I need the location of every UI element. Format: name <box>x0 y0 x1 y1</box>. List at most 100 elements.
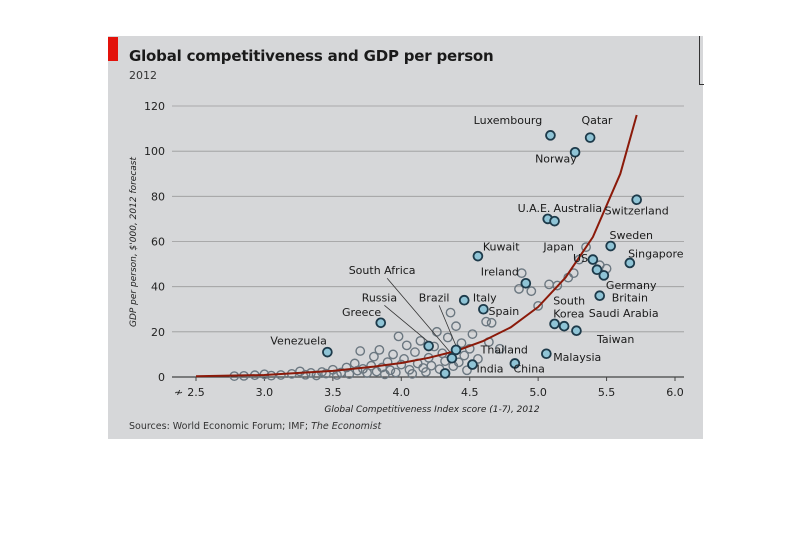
data-point <box>445 307 456 318</box>
country-label: Ireland <box>481 265 519 278</box>
data-point <box>374 344 385 355</box>
labeled-data-point <box>478 303 489 315</box>
data-point <box>352 365 363 376</box>
data-point <box>426 360 437 371</box>
label-leader-lines <box>384 277 457 355</box>
x-tick-label: 3.0 <box>256 386 274 399</box>
labeled-data-point <box>571 325 582 337</box>
y-tick-label: 60 <box>151 236 165 249</box>
labeled-data-point <box>450 344 462 356</box>
country-label: Kuwait <box>483 241 520 254</box>
data-point <box>462 365 472 376</box>
country-label: Greece <box>342 306 381 319</box>
country-label: Luxembourg <box>474 114 543 127</box>
data-point <box>369 351 379 362</box>
y-tick-label: 40 <box>151 281 165 294</box>
labeled-data-point <box>605 240 616 252</box>
leader-line <box>384 305 429 343</box>
country-label: Italy <box>473 291 497 304</box>
labeled-data-point <box>587 254 599 265</box>
country-label: Malaysia <box>553 351 601 364</box>
source-publication: The Economist <box>311 421 382 432</box>
corner-crop-mark <box>699 36 700 84</box>
labeled-data-point <box>549 215 560 227</box>
country-label: Norway <box>535 152 577 165</box>
data-point <box>516 268 527 279</box>
country-label: U.A.E. <box>518 202 551 215</box>
data-point <box>473 354 483 364</box>
x-tick-label: 2.5 <box>187 386 205 399</box>
y-tick-label: 80 <box>151 190 165 203</box>
country-label: US <box>573 252 588 265</box>
leader-line <box>386 277 453 355</box>
labeled-data-point <box>624 257 636 269</box>
x-axis-label: Global Competitiveness Index score (1-7)… <box>324 405 539 415</box>
labeled-data-point <box>467 359 478 370</box>
country-label: Qatar <box>581 114 612 127</box>
labeled-data-point <box>322 346 333 358</box>
country-label: Saudi Arabia <box>589 307 659 320</box>
x-tick-label: 4.0 <box>393 386 411 399</box>
country-label: Japan <box>542 241 574 254</box>
x-tick-label: 5.5 <box>598 386 616 399</box>
country-label: South Africa <box>349 264 416 277</box>
data-point <box>533 300 544 311</box>
data-point <box>451 321 461 332</box>
country-label: Australia <box>553 202 602 215</box>
data-point <box>407 368 418 379</box>
data-point <box>459 350 470 361</box>
labeled-data-point <box>541 348 552 360</box>
data-point <box>552 280 563 291</box>
labeled-data-point <box>631 194 642 206</box>
data-point <box>442 332 453 343</box>
labeled-data-point <box>472 250 484 262</box>
data-point <box>396 359 407 370</box>
y-tick-labels: 0 20 40 60 80 100 120 <box>144 100 165 384</box>
data-point <box>415 335 426 346</box>
country-label: Switzerland <box>605 204 669 217</box>
grid-lines <box>172 105 684 378</box>
data-point <box>526 286 537 297</box>
data-point <box>410 347 420 358</box>
y-axis-label: GDP per person, $'000, 2012 forecast <box>129 157 139 328</box>
x-tick-label: 4.5 <box>461 386 479 399</box>
labeled-data-point <box>569 146 581 158</box>
labeled-data-point <box>591 264 603 276</box>
country-label: Russia <box>362 291 397 304</box>
labeled-data-point <box>446 352 458 364</box>
data-point <box>574 254 585 265</box>
data-point <box>581 242 591 253</box>
data-point <box>393 331 404 342</box>
data-point <box>390 367 401 378</box>
x-tick-labels: 2.5 3.0 3.5 4.0 4.5 5.0 5.5 6.0 <box>187 377 684 399</box>
country-label: Korea <box>553 308 584 321</box>
data-point <box>401 340 412 351</box>
labeled-data-point <box>558 320 570 332</box>
y-tick-label: 0 <box>158 371 165 384</box>
country-label: Britain <box>612 291 648 304</box>
country-label: India <box>477 362 504 375</box>
data-point <box>464 343 475 354</box>
data-point <box>486 317 497 328</box>
y-tick-label: 100 <box>144 145 165 158</box>
data-point <box>341 362 352 373</box>
country-label: South <box>553 295 585 308</box>
trend-curve <box>195 114 638 378</box>
data-point <box>388 349 398 360</box>
data-point <box>456 338 467 349</box>
x-tick-label: 5.0 <box>529 386 547 399</box>
data-point <box>481 316 492 327</box>
country-label: Singapore <box>628 247 684 260</box>
axis-break-symbol: ≁ <box>174 386 183 399</box>
corner-crop-mark-tick <box>699 84 704 85</box>
labeled-data-point <box>549 318 560 330</box>
x-tick-label: 3.5 <box>324 386 342 399</box>
y-tick-label: 20 <box>151 326 165 339</box>
labeled-data-point <box>598 270 610 281</box>
country-label: Sweden <box>609 229 652 242</box>
data-point <box>362 368 372 378</box>
country-label: Taiwan <box>596 333 634 346</box>
labeled-data-point <box>423 340 434 352</box>
labeled-data-point <box>545 130 556 141</box>
labeled-points <box>322 130 642 379</box>
